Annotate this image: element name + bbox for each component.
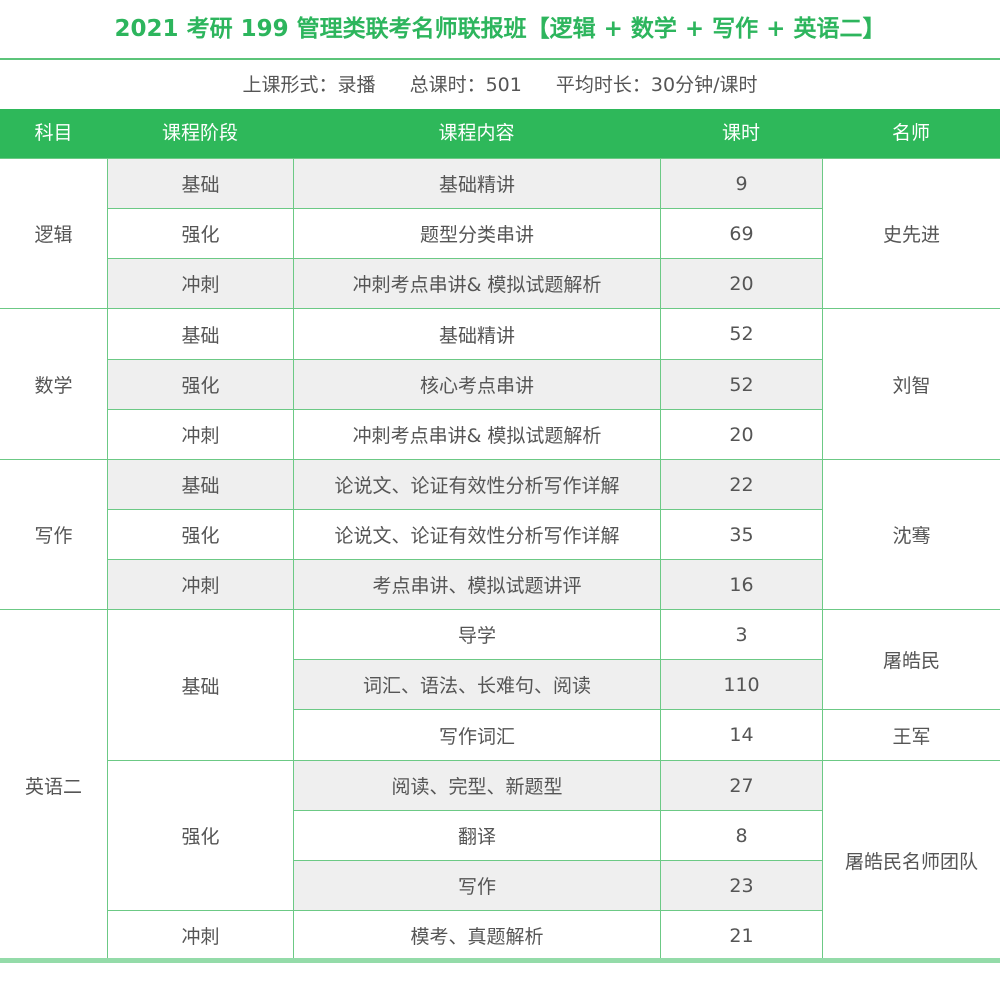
hours-cell: 52 <box>660 359 822 409</box>
content-cell: 论说文、论证有效性分析写作详解 <box>293 509 660 559</box>
content-cell: 论说文、论证有效性分析写作详解 <box>293 459 660 509</box>
content-cell: 阅读、完型、新题型 <box>293 760 660 810</box>
teacher-cell: 刘智 <box>822 308 1000 459</box>
stage-cell: 冲刺 <box>107 559 293 609</box>
hours-cell: 52 <box>660 308 822 359</box>
hours-cell: 23 <box>660 860 822 910</box>
hours-cell: 21 <box>660 910 822 960</box>
content-cell: 写作词汇 <box>293 709 660 760</box>
hours-cell: 8 <box>660 810 822 860</box>
subject-cell: 写作 <box>0 459 107 609</box>
content-cell: 基础精讲 <box>293 158 660 208</box>
page-title: 2021 考研 199 管理类联考名师联报班【逻辑 + 数学 + 写作 + 英语… <box>114 16 886 42</box>
hours-cell: 3 <box>660 609 822 659</box>
header-content: 课程内容 <box>438 122 515 144</box>
header-subject: 科目 <box>34 122 73 144</box>
teacher-cell: 沈骞 <box>822 459 1000 609</box>
teacher-cell: 屠皓民名师团队 <box>822 760 1000 960</box>
stage-cell: 冲刺 <box>107 258 293 308</box>
course-avg-duration: 平均时长：30分钟/课时 <box>555 74 758 96</box>
stage-cell: 强化 <box>107 208 293 258</box>
teacher-cell: 史先进 <box>822 158 1000 308</box>
course-format: 上课形式：录播 <box>242 74 376 96</box>
content-cell: 基础精讲 <box>293 308 660 359</box>
hours-cell: 27 <box>660 760 822 810</box>
hours-cell: 69 <box>660 208 822 258</box>
hours-cell: 110 <box>660 659 822 709</box>
course-total-hours: 总课时：501 <box>409 74 522 96</box>
title-divider <box>0 58 1000 60</box>
subject-cell: 英语二 <box>0 609 107 960</box>
hours-cell: 14 <box>660 709 822 760</box>
content-cell: 核心考点串讲 <box>293 359 660 409</box>
stage-cell: 基础 <box>107 459 293 509</box>
header-hours: 课时 <box>721 122 760 144</box>
table-bottom-border <box>0 958 1000 963</box>
hours-cell: 35 <box>660 509 822 559</box>
header-teacher: 名师 <box>891 122 930 144</box>
content-cell: 冲刺考点串讲& 模拟试题解析 <box>293 258 660 308</box>
stage-cell: 基础 <box>107 308 293 359</box>
hours-cell: 20 <box>660 409 822 459</box>
hours-cell: 16 <box>660 559 822 609</box>
content-cell: 导学 <box>293 609 660 659</box>
subject-cell: 逻辑 <box>0 158 107 308</box>
hours-cell: 20 <box>660 258 822 308</box>
content-cell: 题型分类串讲 <box>293 208 660 258</box>
stage-cell: 基础 <box>107 609 293 760</box>
stage-cell: 基础 <box>107 158 293 208</box>
teacher-cell: 屠皓民 <box>822 609 1000 709</box>
hours-cell: 9 <box>660 158 822 208</box>
table-header: 科目 课程阶段 课程内容 课时 名师 <box>0 109 1000 158</box>
teacher-cell: 王军 <box>822 709 1000 760</box>
content-cell: 冲刺考点串讲& 模拟试题解析 <box>293 409 660 459</box>
content-cell: 翻译 <box>293 810 660 860</box>
stage-cell: 强化 <box>107 359 293 409</box>
content-cell: 考点串讲、模拟试题讲评 <box>293 559 660 609</box>
stage-cell: 强化 <box>107 760 293 910</box>
stage-cell: 冲刺 <box>107 910 293 960</box>
content-cell: 写作 <box>293 860 660 910</box>
stage-cell: 冲刺 <box>107 409 293 459</box>
hours-cell: 22 <box>660 459 822 509</box>
stage-cell: 强化 <box>107 509 293 559</box>
content-cell: 词汇、语法、长难句、阅读 <box>293 659 660 709</box>
header-stage: 课程阶段 <box>161 122 238 144</box>
content-cell: 模考、真题解析 <box>293 910 660 960</box>
subject-cell: 数学 <box>0 308 107 459</box>
course-info: 上课形式：录播 总课时：501 平均时长：30分钟/课时 <box>0 60 1000 109</box>
